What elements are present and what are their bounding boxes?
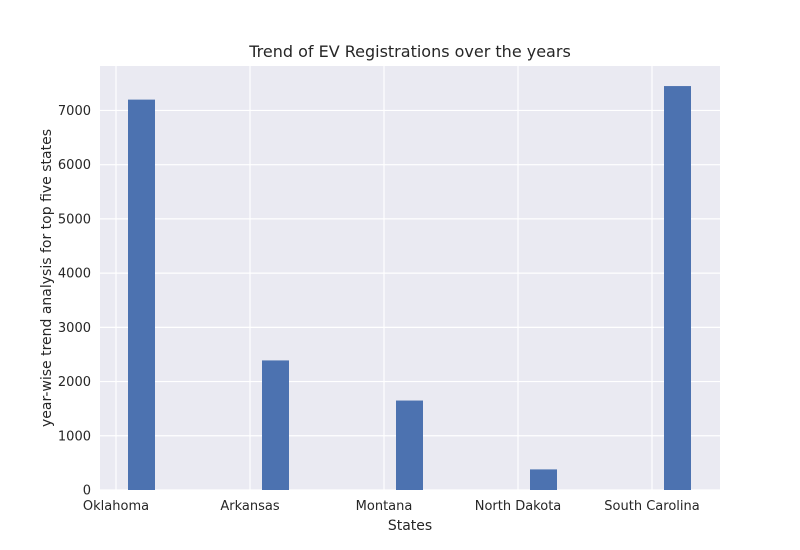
y-tick-label: 0 — [83, 484, 91, 499]
x-tick-label: North Dakota — [475, 499, 562, 514]
y-tick-label: 3000 — [58, 321, 91, 336]
y-tick-label: 6000 — [58, 158, 91, 173]
x-tick-label: Oklahoma — [83, 499, 149, 514]
y-tick-labels: 0 1000 2000 3000 4000 5000 6000 7000 — [58, 104, 91, 499]
y-axis-label: year-wise trend analysis for top five st… — [39, 129, 55, 427]
y-tick-label: 2000 — [58, 375, 91, 390]
y-tick-label: 4000 — [58, 267, 91, 282]
x-tick-labels: Oklahoma Arkansas Montana North Dakota South… — [83, 499, 700, 514]
x-axis-label: States — [388, 518, 432, 534]
x-tick-label: Montana — [356, 499, 413, 514]
bars — [128, 86, 691, 491]
chart-title: Trend of EV Registrations over the years — [248, 42, 571, 61]
y-tick-label: 7000 — [58, 104, 91, 119]
bar-north-dakota — [530, 469, 557, 490]
bar-arkansas — [262, 360, 289, 490]
bar-montana — [396, 400, 423, 490]
bar-oklahoma — [128, 99, 155, 491]
y-tick-label: 1000 — [58, 429, 91, 444]
x-tick-label: Arkansas — [220, 499, 279, 514]
x-tick-label: South Carolina — [604, 499, 699, 514]
bar-south-carolina — [664, 86, 691, 491]
y-tick-label: 5000 — [58, 212, 91, 227]
